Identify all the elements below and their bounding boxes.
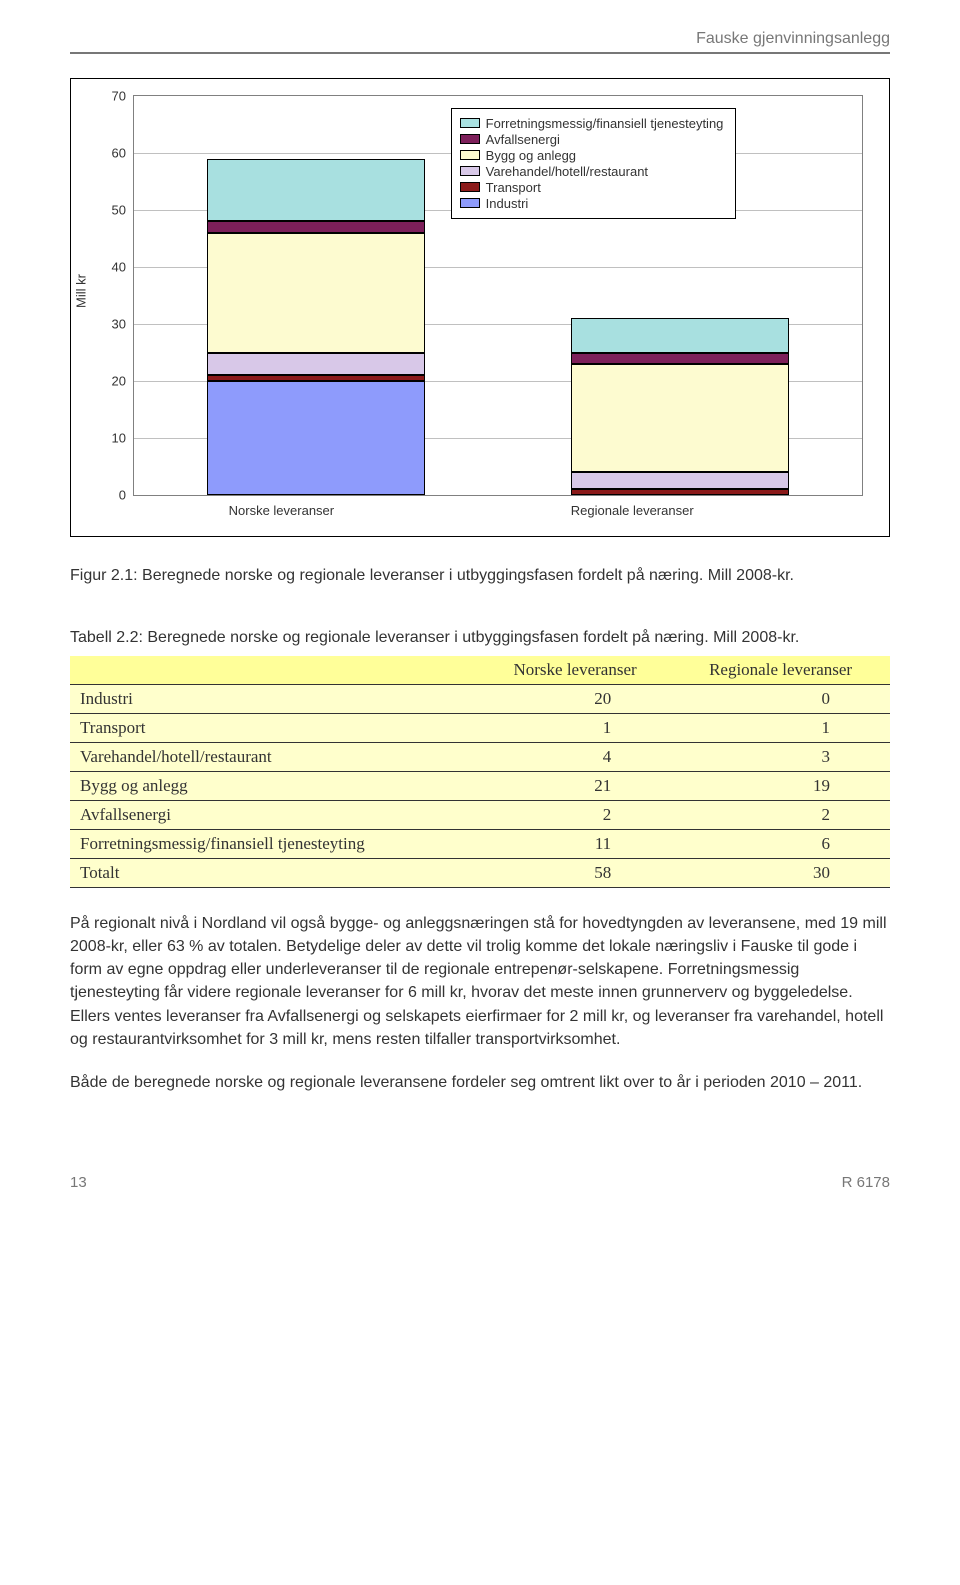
row-value: 2	[671, 800, 890, 829]
table-row: Bygg og anlegg2119	[70, 771, 890, 800]
legend-label: Forretningsmessig/finansiell tjenesteyti…	[486, 116, 724, 131]
row-value: 11	[479, 829, 671, 858]
bar-segment	[571, 489, 789, 495]
header-rule	[70, 52, 890, 54]
row-value: 4	[479, 742, 671, 771]
bar-segment	[207, 381, 425, 495]
row-value: 30	[671, 858, 890, 887]
legend-label: Bygg og anlegg	[486, 148, 576, 163]
chart-frame: Mill kr 010203040506070Norske leveranser…	[70, 78, 890, 537]
data-table: Norske leveranser Regionale leveranser I…	[70, 656, 890, 888]
row-label: Varehandel/hotell/restaurant	[70, 742, 479, 771]
bar-segment	[207, 233, 425, 353]
row-value: 1	[671, 713, 890, 742]
table-col-2: Regionale leveranser	[671, 656, 890, 685]
legend-item: Bygg og anlegg	[460, 148, 724, 163]
bar-a	[207, 96, 425, 495]
row-value: 19	[671, 771, 890, 800]
page-header-title: Fauske gjenvinningsanlegg	[70, 30, 890, 48]
row-label: Transport	[70, 713, 479, 742]
legend-label: Industri	[486, 196, 529, 211]
y-axis-label: Mill kr	[74, 274, 89, 308]
chart-plot: 010203040506070Norske leveranserRegional…	[133, 95, 863, 496]
row-value: 0	[671, 684, 890, 713]
legend-item: Avfallsenergi	[460, 132, 724, 147]
legend-swatch	[460, 118, 480, 128]
legend-item: Forretningsmessig/finansiell tjenesteyti…	[460, 116, 724, 131]
bar-segment	[571, 353, 789, 364]
bar-segment	[571, 472, 789, 489]
legend-label: Transport	[486, 180, 541, 195]
legend-label: Avfallsenergi	[486, 132, 560, 147]
row-value: 3	[671, 742, 890, 771]
row-value: 6	[671, 829, 890, 858]
y-tick-label: 40	[112, 260, 126, 275]
row-label: Bygg og anlegg	[70, 771, 479, 800]
table-row: Forretningsmessig/finansiell tjenesteyti…	[70, 829, 890, 858]
page-footer: 13 R 6178	[70, 1174, 890, 1191]
legend-item: Transport	[460, 180, 724, 195]
bar-segment	[571, 318, 789, 352]
legend-swatch	[460, 166, 480, 176]
row-value: 1	[479, 713, 671, 742]
legend-swatch	[460, 198, 480, 208]
body-paragraph-1: På regionalt nivå i Nordland vil også by…	[70, 912, 890, 1051]
y-tick-label: 10	[112, 431, 126, 446]
chart-legend: Forretningsmessig/finansiell tjenesteyti…	[451, 108, 737, 219]
report-ref: R 6178	[842, 1174, 890, 1191]
table-row: Totalt5830	[70, 858, 890, 887]
bar-segment	[207, 353, 425, 376]
legend-swatch	[460, 134, 480, 144]
table-row: Avfallsenergi22	[70, 800, 890, 829]
table-caption: Tabell 2.2: Beregnede norske og regional…	[70, 627, 890, 649]
bar-segment	[207, 375, 425, 381]
y-tick-label: 20	[112, 374, 126, 389]
bar-segment	[207, 221, 425, 232]
y-tick-label: 70	[112, 89, 126, 104]
bar-segment	[207, 159, 425, 222]
row-value: 21	[479, 771, 671, 800]
table-col-1: Norske leveranser	[479, 656, 671, 685]
row-value: 20	[479, 684, 671, 713]
y-tick-label: 50	[112, 203, 126, 218]
page-number: 13	[70, 1174, 87, 1191]
row-label: Avfallsenergi	[70, 800, 479, 829]
legend-item: Varehandel/hotell/restaurant	[460, 164, 724, 179]
chart-area: Mill kr 010203040506070Norske leveranser…	[77, 85, 879, 530]
x-category-label: Regionale leveranser	[571, 503, 694, 518]
row-value: 2	[479, 800, 671, 829]
row-label: Totalt	[70, 858, 479, 887]
figure-caption: Figur 2.1: Beregnede norske og regionale…	[70, 565, 890, 587]
table-row: Varehandel/hotell/restaurant43	[70, 742, 890, 771]
y-tick-label: 60	[112, 146, 126, 161]
legend-label: Varehandel/hotell/restaurant	[486, 164, 648, 179]
legend-item: Industri	[460, 196, 724, 211]
table-row: Transport11	[70, 713, 890, 742]
table-col-0	[70, 656, 479, 685]
row-label: Industri	[70, 684, 479, 713]
body-paragraph-2: Både de beregnede norske og regionale le…	[70, 1071, 890, 1094]
row-label: Forretningsmessig/finansiell tjenesteyti…	[70, 829, 479, 858]
bar-segment	[571, 364, 789, 472]
legend-swatch	[460, 182, 480, 192]
row-value: 58	[479, 858, 671, 887]
x-category-label: Norske leveranser	[229, 503, 335, 518]
y-tick-label: 30	[112, 317, 126, 332]
y-tick-label: 0	[119, 488, 126, 503]
table-row: Industri200	[70, 684, 890, 713]
legend-swatch	[460, 150, 480, 160]
